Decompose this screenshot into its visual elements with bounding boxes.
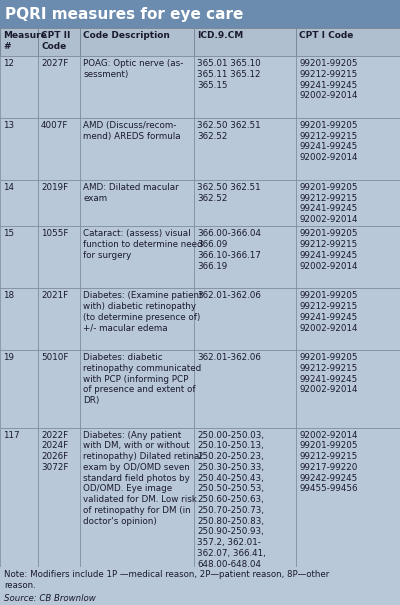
Text: 2022F
2024F
2026F
3072F: 2022F 2024F 2026F 3072F (41, 431, 68, 472)
Bar (0, 350, 38, 428)
Text: PQRI measures for eye care: PQRI measures for eye care (5, 7, 243, 22)
Bar (296, 28, 400, 56)
Text: 19: 19 (3, 353, 14, 362)
Text: 15: 15 (3, 229, 14, 238)
Text: 99201-99205
99212-99215
99241-99245
92002-92014: 99201-99205 99212-99215 99241-99245 9200… (299, 183, 358, 224)
Bar (0, 567, 400, 605)
Bar (38, 180, 80, 226)
Text: 99201-99205
99212-99215
99241-99245
92002-92014: 99201-99205 99212-99215 99241-99245 9200… (299, 353, 358, 394)
Bar (0, 28, 400, 56)
Text: 99201-99205
99212-99215
99241-99245
92002-92014: 99201-99205 99212-99215 99241-99245 9200… (299, 121, 358, 162)
Bar (38, 28, 80, 56)
Bar (296, 118, 400, 180)
Bar (194, 350, 296, 428)
Bar (296, 288, 400, 350)
Bar (38, 56, 80, 118)
Bar (38, 428, 80, 567)
Bar (38, 226, 80, 288)
Bar (0, 118, 38, 180)
Text: Code Description: Code Description (83, 31, 170, 40)
Text: Diabetes: diabetic
retinopathy communicated
with PCP (informing PCP
of presence : Diabetes: diabetic retinopathy communica… (83, 353, 201, 405)
Text: 362.50 362.51
362.52: 362.50 362.51 362.52 (197, 183, 261, 203)
Text: 366.00-366.04
366.09
366.10-366.17
366.19: 366.00-366.04 366.09 366.10-366.17 366.1… (197, 229, 261, 270)
Bar (296, 428, 400, 567)
Text: 5010F: 5010F (41, 353, 68, 362)
Text: 2019F: 2019F (41, 183, 68, 192)
Bar (0, 0, 400, 28)
Bar (194, 56, 296, 118)
Bar (0, 288, 38, 350)
Text: 1055F: 1055F (41, 229, 68, 238)
Bar (194, 180, 296, 226)
Text: POAG: Optic nerve (as-
sessment): POAG: Optic nerve (as- sessment) (83, 59, 183, 79)
Text: Diabetes: (Examine patient
with) diabetic retinopathy
(to determine presence of): Diabetes: (Examine patient with) diabeti… (83, 291, 202, 333)
Bar (80, 28, 194, 56)
Bar (80, 56, 194, 118)
Text: 365.01 365.10
365.11 365.12
365.15: 365.01 365.10 365.11 365.12 365.15 (197, 59, 261, 90)
Bar (80, 118, 194, 180)
Bar (80, 226, 194, 288)
Text: 117: 117 (3, 431, 20, 440)
Bar (194, 288, 296, 350)
Bar (296, 350, 400, 428)
Bar (80, 428, 194, 567)
Text: CPT I Code: CPT I Code (299, 31, 353, 40)
Bar (38, 288, 80, 350)
Bar (38, 118, 80, 180)
Text: 13: 13 (3, 121, 14, 130)
Text: 14: 14 (3, 183, 14, 192)
Text: AMD (Discuss/recom-
mend) AREDS formula: AMD (Discuss/recom- mend) AREDS formula (83, 121, 181, 141)
Bar (80, 288, 194, 350)
Bar (194, 28, 296, 56)
Text: 18: 18 (3, 291, 14, 300)
Text: 92002-92014
99201-99205
99212-99215
99217-99220
99242-99245
99455-99456: 92002-92014 99201-99205 99212-99215 9921… (299, 431, 358, 494)
Text: Note: Modifiers include 1P —medical reason, 2P—patient reason, 8P—other: Note: Modifiers include 1P —medical reas… (4, 570, 329, 579)
Bar (296, 56, 400, 118)
Text: 362.01-362.06: 362.01-362.06 (197, 291, 261, 300)
Text: 362.01-362.06: 362.01-362.06 (197, 353, 261, 362)
Text: reason.: reason. (4, 581, 36, 590)
Bar (194, 226, 296, 288)
Text: Source: CB Brownlow: Source: CB Brownlow (4, 594, 96, 603)
Bar (0, 28, 38, 56)
Text: 250.00-250.03,
250.10-250.13,
250.20-250.23,
250.30-250.33,
250.40-250.43,
250.5: 250.00-250.03, 250.10-250.13, 250.20-250… (197, 431, 266, 569)
Bar (194, 428, 296, 567)
Text: CPT II
Code: CPT II Code (41, 31, 70, 51)
Bar (80, 180, 194, 226)
Text: 12: 12 (3, 59, 14, 68)
Bar (0, 180, 38, 226)
Text: 99201-99205
99212-99215
99241-99245
92002-92014: 99201-99205 99212-99215 99241-99245 9200… (299, 291, 358, 333)
Text: 99201-99205
99212-99215
99241-99245
92002-92014: 99201-99205 99212-99215 99241-99245 9200… (299, 59, 358, 100)
Text: 2027F: 2027F (41, 59, 68, 68)
Bar (38, 350, 80, 428)
Text: Cataract: (assess) visual
function to determine need
for surgery: Cataract: (assess) visual function to de… (83, 229, 203, 260)
Text: Diabetes: (Any patient
with DM, with or without
retinopathy) Dilated retinal
exa: Diabetes: (Any patient with DM, with or … (83, 431, 202, 526)
Text: 362.50 362.51
362.52: 362.50 362.51 362.52 (197, 121, 261, 141)
Text: 99201-99205
99212-99215
99241-99245
92002-92014: 99201-99205 99212-99215 99241-99245 9200… (299, 229, 358, 270)
Text: Measure
#: Measure # (3, 31, 47, 51)
Bar (0, 226, 38, 288)
Bar (194, 118, 296, 180)
Bar (296, 180, 400, 226)
Text: ICD.9.CM: ICD.9.CM (197, 31, 243, 40)
Bar (0, 56, 38, 118)
Bar (0, 428, 38, 567)
Text: 4007F: 4007F (41, 121, 68, 130)
Bar (80, 350, 194, 428)
Text: 2021F: 2021F (41, 291, 68, 300)
Bar (296, 226, 400, 288)
Text: AMD: Dilated macular
exam: AMD: Dilated macular exam (83, 183, 179, 203)
